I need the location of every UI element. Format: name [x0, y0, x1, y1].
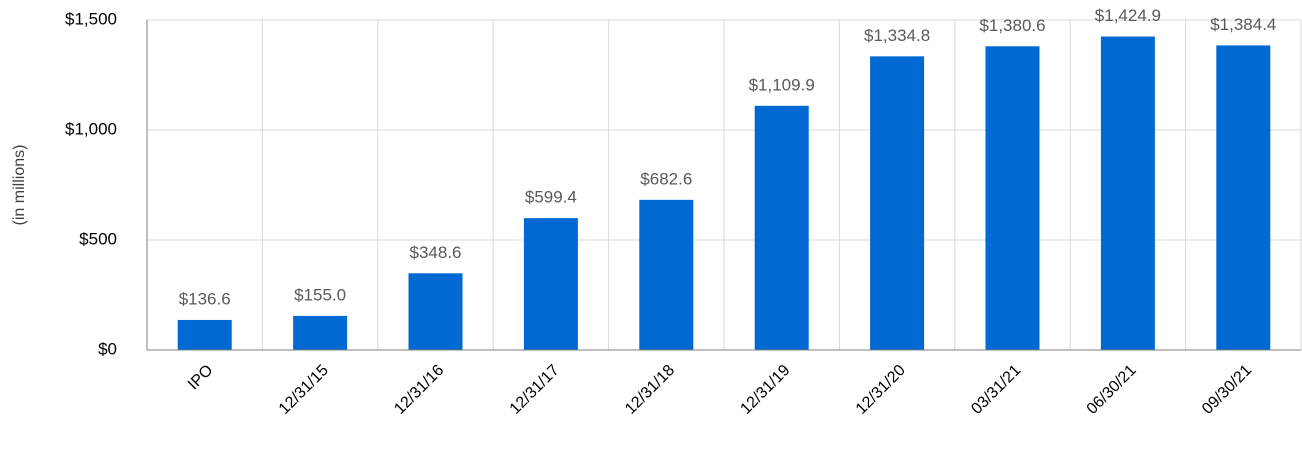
x-tick-label: 12/31/18: [622, 362, 678, 418]
x-tick-label: 12/31/15: [276, 362, 332, 418]
x-tick-label: 12/31/16: [391, 362, 447, 418]
bar: [985, 46, 1040, 350]
y-tick-label: $500: [79, 229, 117, 248]
value-label: $1,424.9: [1095, 6, 1161, 25]
x-tick-label: 12/31/17: [507, 362, 563, 418]
bar: [177, 319, 232, 350]
bar: [1100, 36, 1155, 350]
bar: [293, 315, 348, 350]
y-tick-label: $1,000: [65, 119, 117, 138]
bar: [523, 218, 578, 350]
x-tick-label: IPO: [185, 362, 217, 394]
value-label: $599.4: [525, 188, 577, 207]
x-tick-label: 03/31/21: [968, 362, 1024, 418]
y-tick-label: $0: [98, 339, 117, 358]
x-tick-label: 09/30/21: [1199, 362, 1255, 418]
x-tick-label: 06/30/21: [1084, 362, 1140, 418]
y-axis-label: (in millions): [11, 145, 28, 226]
bar: [639, 199, 694, 350]
value-label: $155.0: [294, 285, 346, 304]
value-label: $682.6: [640, 169, 692, 188]
x-tick-label: 12/31/19: [737, 362, 793, 418]
value-label: $1,334.8: [864, 26, 930, 45]
bar: [1216, 45, 1271, 350]
x-tick-label: 12/31/20: [853, 362, 909, 418]
value-label: $1,109.9: [749, 75, 815, 94]
value-label: $1,384.4: [1210, 15, 1276, 34]
bar: [408, 273, 463, 350]
y-tick-label: $1,500: [65, 9, 117, 28]
bar: [754, 105, 809, 351]
value-label: $1,380.6: [979, 16, 1045, 35]
value-label: $348.6: [410, 243, 462, 262]
value-label: $136.6: [179, 289, 231, 308]
bar: [870, 56, 925, 351]
